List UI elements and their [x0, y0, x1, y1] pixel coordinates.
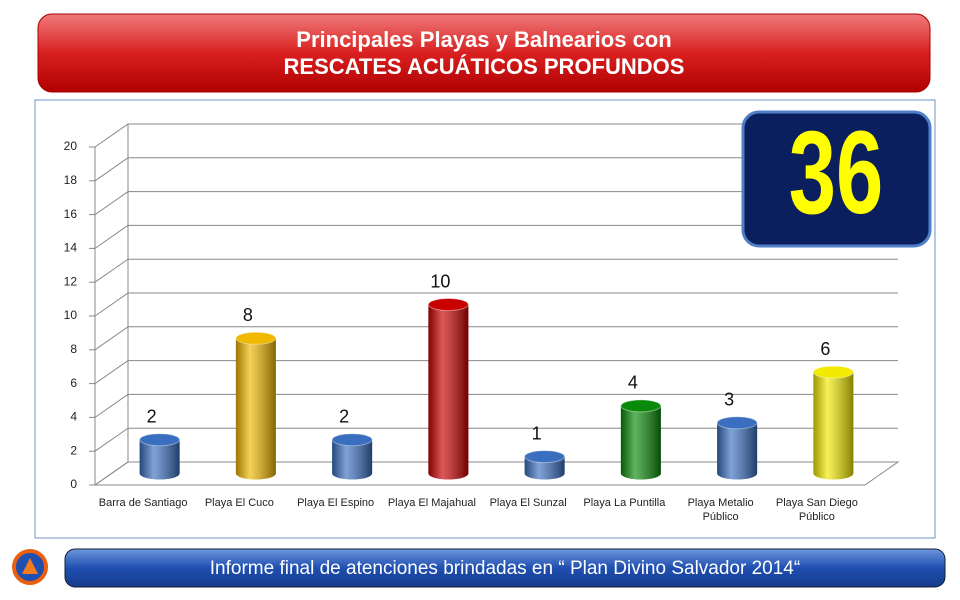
bar-top — [331, 433, 373, 447]
x-tick-label: Playa El Sunzal — [489, 497, 567, 509]
bar — [716, 416, 758, 480]
y-tick-label: 0 — [70, 477, 77, 491]
grid-line — [94, 360, 898, 385]
value-label: 6 — [820, 339, 830, 359]
bar-top — [716, 416, 758, 430]
bar-shade — [524, 456, 565, 480]
x-tick-label: Playa El Cuco — [204, 497, 274, 509]
x-tick-label: Playa San Diego Público — [775, 497, 858, 523]
bar — [331, 433, 373, 480]
grid-line — [94, 224, 898, 249]
grid-line — [94, 123, 898, 148]
chart-title: Principales Playas y Balnearios con — [296, 27, 671, 52]
bar-shade — [235, 338, 276, 480]
bar-shade — [332, 439, 373, 480]
grid-line — [94, 157, 898, 182]
y-tick-label: 8 — [70, 342, 77, 356]
bar — [524, 450, 566, 480]
bar-top — [139, 433, 181, 447]
bar — [812, 365, 854, 480]
bar — [427, 298, 469, 480]
bar-shade — [813, 372, 854, 480]
bar-shade — [620, 405, 661, 480]
y-tick-label: 10 — [64, 308, 78, 322]
y-tick-label: 6 — [70, 376, 77, 390]
logo-triangle — [22, 558, 38, 574]
value-label: 2 — [147, 406, 157, 426]
y-tick-label: 14 — [64, 241, 78, 255]
value-label: 2 — [339, 406, 349, 426]
y-tick-label: 2 — [70, 443, 77, 457]
x-tick-label: Barra de Santiago — [98, 497, 188, 509]
x-tick-label: Playa Metalio Público — [687, 497, 754, 523]
x-tick-label: Playa La Puntilla — [583, 497, 666, 509]
grid-line — [94, 191, 898, 216]
y-tick-label: 12 — [64, 274, 78, 288]
value-label: 10 — [430, 271, 450, 291]
bar-shade — [717, 422, 758, 480]
grid-line — [94, 393, 898, 418]
total-badge — [741, 110, 932, 248]
title-banner — [37, 13, 931, 93]
grid-line — [94, 258, 898, 283]
bar — [620, 399, 662, 480]
footer-text: Informe final de atenciones brindadas en… — [210, 558, 800, 579]
y-tick-label: 16 — [64, 207, 78, 221]
chart-subtitle: RESCATES ACUÁTICOS PROFUNDOS — [284, 54, 685, 79]
x-tick-label: Playa El Majahual — [387, 497, 476, 509]
y-tick-label: 20 — [64, 139, 78, 153]
value-label: 3 — [724, 390, 734, 410]
bar — [139, 433, 181, 480]
value-label: 1 — [532, 423, 542, 443]
x-tick-label: Playa El Espino — [297, 497, 375, 509]
bar-top — [812, 365, 854, 379]
y-tick-label: 18 — [64, 173, 78, 187]
value-label: 8 — [243, 305, 253, 325]
grid-line — [94, 326, 898, 351]
total-value: 36 — [789, 106, 883, 238]
bar-shade — [139, 439, 180, 480]
bar-shade — [428, 304, 469, 480]
bar — [235, 331, 277, 480]
grid-line — [94, 292, 898, 317]
bar-top — [235, 331, 277, 345]
bar-top — [427, 298, 469, 311]
bar-top — [620, 399, 662, 413]
bar-top — [524, 450, 566, 464]
y-tick-label: 4 — [70, 410, 77, 424]
footer-banner — [64, 548, 946, 588]
value-label: 4 — [628, 373, 638, 393]
